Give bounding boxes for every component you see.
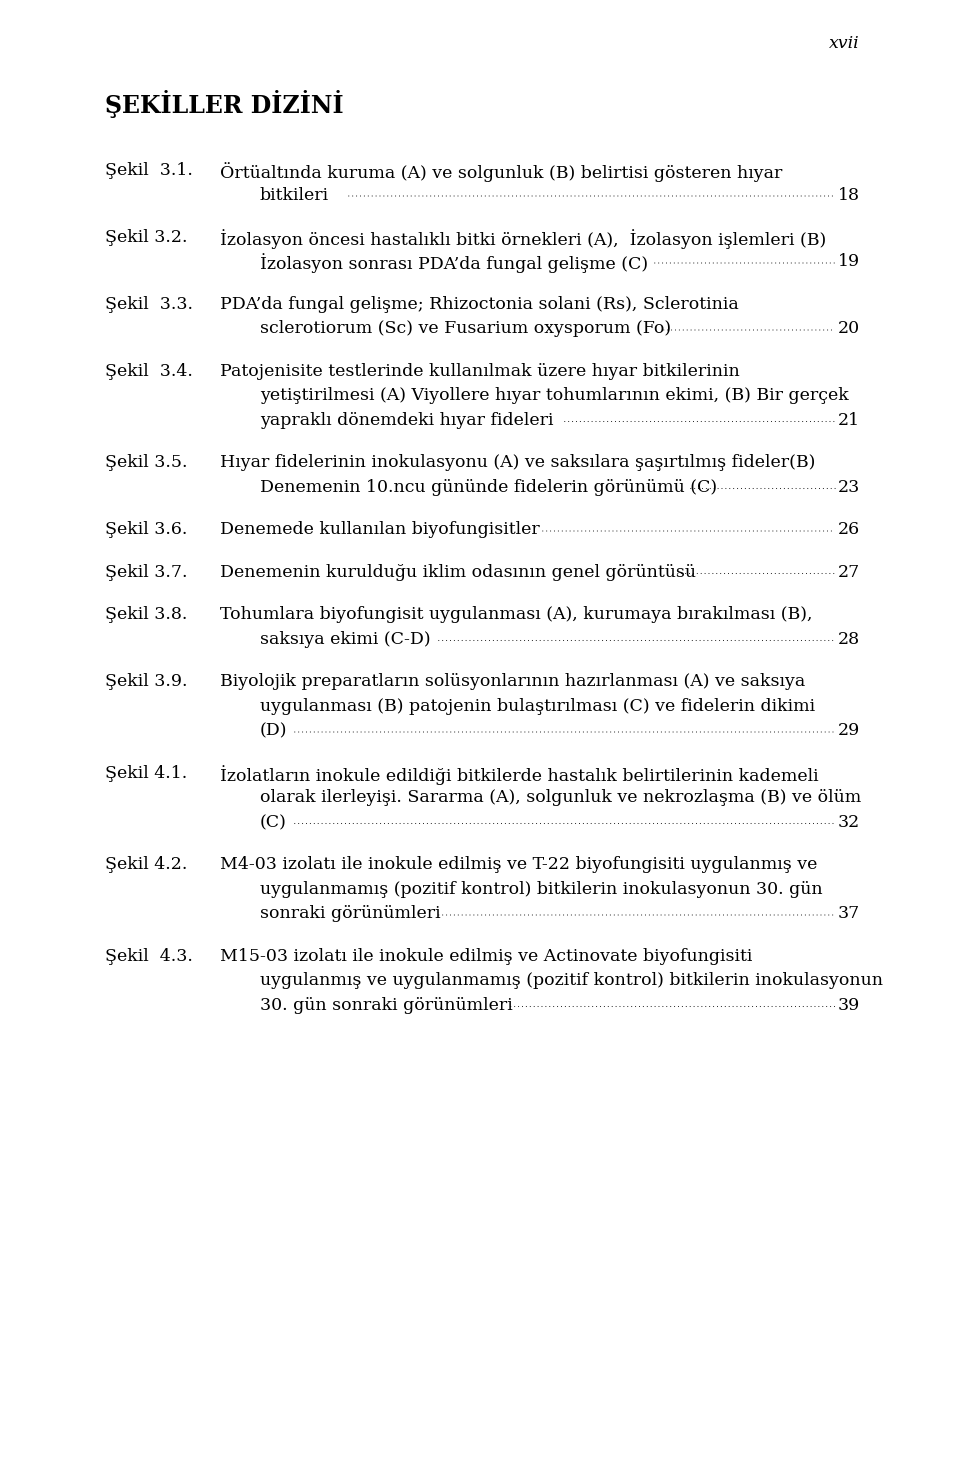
Text: 19: 19 <box>838 254 860 270</box>
Text: M15-03 izolatı ile inokule edilmiş ve Actinovate biyofungisiti: M15-03 izolatı ile inokule edilmiş ve Ac… <box>220 947 753 965</box>
Text: xvii: xvii <box>829 35 860 52</box>
Text: olarak ilerleyişi. Sararma (A), solgunluk ve nekrozlaşma (B) ve ölüm: olarak ilerleyişi. Sararma (A), solgunlu… <box>260 789 861 807</box>
Text: ŞEKİLLER DİZİNİ: ŞEKİLLER DİZİNİ <box>105 90 344 118</box>
Text: M4-03 izolatı ile inokule edilmiş ve T-22 biyofungisiti uygulanmış ve: M4-03 izolatı ile inokule edilmiş ve T-2… <box>220 856 817 873</box>
Text: Biyolojik preparatların solüsyonlarının hazırlanması (A) ve saksıya: Biyolojik preparatların solüsyonlarının … <box>220 674 805 690</box>
Text: Şekil 3.9.: Şekil 3.9. <box>105 674 187 690</box>
Text: 26: 26 <box>838 522 860 538</box>
Text: Denemede kullanılan biyofungisitler: Denemede kullanılan biyofungisitler <box>220 522 540 538</box>
Text: 29: 29 <box>838 723 860 739</box>
Text: Şekil 3.6.: Şekil 3.6. <box>105 522 187 538</box>
Text: Şekil  3.3.: Şekil 3.3. <box>105 296 193 313</box>
Text: 21: 21 <box>838 412 860 429</box>
Text: bitkileri: bitkileri <box>260 186 329 204</box>
Text: İzolatların inokule edildiği bitkilerde hastalık belirtilerinin kademeli: İzolatların inokule edildiği bitkilerde … <box>220 766 819 785</box>
Text: 18: 18 <box>838 186 860 204</box>
Text: Şekil  3.4.: Şekil 3.4. <box>105 364 193 380</box>
Text: Denemenin kurulduğu iklim odasının genel görüntüsü: Denemenin kurulduğu iklim odasının genel… <box>220 565 696 581</box>
Text: Şekil 4.1.: Şekil 4.1. <box>105 766 187 782</box>
Text: 23: 23 <box>838 479 860 497</box>
Text: 37: 37 <box>838 906 860 922</box>
Text: uygulanması (B) patojenin bulaştırılması (C) ve fidelerin dikimi: uygulanması (B) patojenin bulaştırılması… <box>260 698 815 715</box>
Text: yetiştirilmesi (A) Viyollere hıyar tohumlarının ekimi, (B) Bir gerçek: yetiştirilmesi (A) Viyollere hıyar tohum… <box>260 387 849 405</box>
Text: Şekil 3.8.: Şekil 3.8. <box>105 606 187 624</box>
Text: sclerotiorum (Sc) ve Fusarium oxysporum (Fo): sclerotiorum (Sc) ve Fusarium oxysporum … <box>260 321 671 337</box>
Text: uygulanmamış (pozitif kontrol) bitkilerin inokulasyonun 30. gün: uygulanmamış (pozitif kontrol) bitkileri… <box>260 881 823 899</box>
Text: İzolasyon sonrası PDA’da fungal gelişme (C): İzolasyon sonrası PDA’da fungal gelişme … <box>260 254 648 273</box>
Text: Şekil  3.1.: Şekil 3.1. <box>105 163 193 179</box>
Text: Denemenin 10.ncu gününde fidelerin görünümü (C): Denemenin 10.ncu gününde fidelerin görün… <box>260 479 717 497</box>
Text: yapraklı dönemdeki hıyar fideleri: yapraklı dönemdeki hıyar fideleri <box>260 412 554 429</box>
Text: Tohumlara biyofungisit uygulanması (A), kurumaya bırakılması (B),: Tohumlara biyofungisit uygulanması (A), … <box>220 606 812 624</box>
Text: Şekil 4.2.: Şekil 4.2. <box>105 856 187 873</box>
Text: Örtüaltında kuruma (A) ve solgunluk (B) belirtisi gösteren hıyar: Örtüaltında kuruma (A) ve solgunluk (B) … <box>220 163 782 182</box>
Text: (D): (D) <box>260 723 287 739</box>
Text: (C): (C) <box>260 814 287 831</box>
Text: uygulanmış ve uygulanmamış (pozitif kontrol) bitkilerin inokulasyonun: uygulanmış ve uygulanmamış (pozitif kont… <box>260 973 883 989</box>
Text: Şekil  4.3.: Şekil 4.3. <box>105 947 193 965</box>
Text: 32: 32 <box>838 814 860 831</box>
Text: Şekil 3.7.: Şekil 3.7. <box>105 565 187 581</box>
Text: PDA’da fungal gelişme; Rhizoctonia solani (Rs), Sclerotinia: PDA’da fungal gelişme; Rhizoctonia solan… <box>220 296 739 313</box>
Text: Patojenisite testlerinde kullanılmak üzere hıyar bitkilerinin: Patojenisite testlerinde kullanılmak üze… <box>220 364 740 380</box>
Text: 39: 39 <box>838 998 860 1014</box>
Text: Şekil 3.5.: Şekil 3.5. <box>105 455 187 471</box>
Text: 27: 27 <box>838 565 860 581</box>
Text: Hıyar fidelerinin inokulasyonu (A) ve saksılara şaşırtılmış fideler(B): Hıyar fidelerinin inokulasyonu (A) ve sa… <box>220 455 815 471</box>
Text: 28: 28 <box>838 631 860 647</box>
Text: 30. gün sonraki görünümleri: 30. gün sonraki görünümleri <box>260 998 513 1014</box>
Text: İzolasyon öncesi hastalıklı bitki örnekleri (A),  İzolasyon işlemleri (B): İzolasyon öncesi hastalıklı bitki örnekl… <box>220 229 827 248</box>
Text: Şekil 3.2.: Şekil 3.2. <box>105 229 187 245</box>
Text: sonraki görünümleri: sonraki görünümleri <box>260 906 441 922</box>
Text: 20: 20 <box>838 321 860 337</box>
Text: saksıya ekimi (C-D): saksıya ekimi (C-D) <box>260 631 431 647</box>
